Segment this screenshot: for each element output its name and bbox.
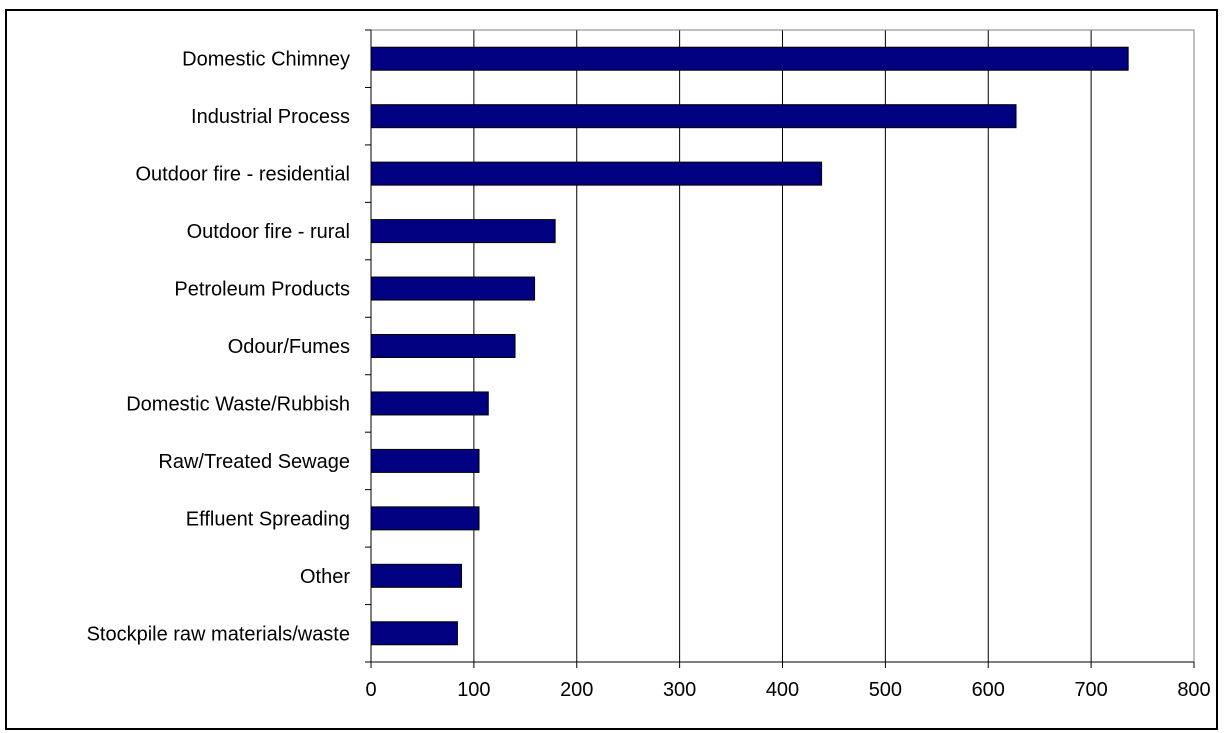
bar-odour-fumes xyxy=(370,334,516,358)
bar-industrial-process xyxy=(370,104,1017,129)
bar-effluent-spreading xyxy=(370,506,480,531)
x-tick-label-800: 800 xyxy=(1177,679,1210,701)
category-label-outdoor-fire-rural: Outdoor fire - rural xyxy=(187,221,350,243)
bar-outdoor-fire-residential xyxy=(370,161,823,186)
category-label-odour-fumes: Odour/Fumes xyxy=(228,336,350,358)
category-label-industrial-process: Industrial Process xyxy=(191,106,350,128)
bar-domestic-chimney xyxy=(370,46,1129,71)
category-label-stockpile-raw-materials-waste: Stockpile raw materials/waste xyxy=(87,623,350,645)
x-tick-label-0: 0 xyxy=(365,679,376,701)
category-label-raw-treated-sewage: Raw/Treated Sewage xyxy=(158,451,350,473)
x-tick-label-200: 200 xyxy=(560,679,593,701)
bar-raw-treated-sewage xyxy=(370,448,480,473)
category-label-other: Other xyxy=(300,566,350,588)
x-tick-label-700: 700 xyxy=(1074,679,1107,701)
category-label-petroleum-products: Petroleum Products xyxy=(174,279,350,301)
x-tick-label-500: 500 xyxy=(869,679,902,701)
bar-domestic-waste-rubbish xyxy=(370,391,489,416)
bars xyxy=(370,46,1129,646)
chart-frame xyxy=(5,9,1218,730)
category-labels: Domestic Chimney Industrial Process Outdoo… xyxy=(87,49,351,646)
x-tick-label-600: 600 xyxy=(972,679,1005,701)
category-label-domestic-waste-rubbish: Domestic Waste/Rubbish xyxy=(126,393,350,415)
category-label-outdoor-fire-residential: Outdoor fire - residential xyxy=(135,164,350,186)
category-label-domestic-chimney: Domestic Chimney xyxy=(182,49,350,71)
x-tick-label-300: 300 xyxy=(663,679,696,701)
bar-stockpile-raw-materials-waste xyxy=(370,621,458,646)
x-tick-labels: 0 100 200 300 400 500 600 700 800 xyxy=(365,679,1210,701)
bar-other xyxy=(370,563,463,588)
bar-petroleum-products xyxy=(370,276,536,301)
axes xyxy=(365,29,1195,668)
bar-outdoor-fire-rural xyxy=(370,219,556,244)
x-tick-label-100: 100 xyxy=(457,679,490,701)
x-tick-label-400: 400 xyxy=(766,679,799,701)
category-label-effluent-spreading: Effluent Spreading xyxy=(186,508,350,530)
grid-lines xyxy=(473,30,1195,662)
